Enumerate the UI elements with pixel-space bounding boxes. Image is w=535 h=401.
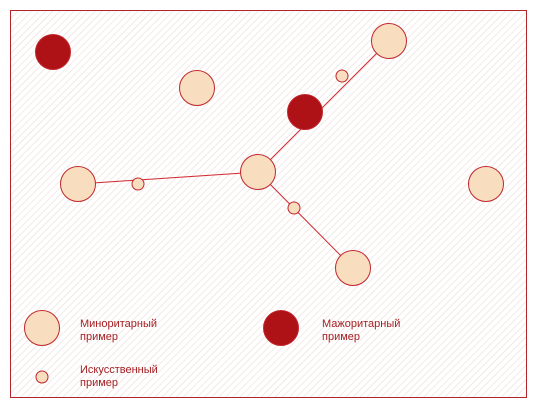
synthetic-sample-3 (287, 201, 301, 215)
minority-sample-bottom (335, 250, 371, 286)
legend: Миноритарный пример Мажоритарный пример … (24, 310, 400, 389)
line-center-to-top-right (257, 40, 390, 173)
legend-minority-icon (24, 310, 60, 346)
legend-minority: Миноритарный пример (24, 310, 157, 346)
line-center-to-bottom (257, 171, 354, 269)
minority-samples (60, 23, 504, 286)
legend-majority: Мажоритарный пример (263, 310, 400, 346)
synthetic-sample-1 (335, 69, 349, 83)
legend-minority-label-line2: пример (80, 331, 118, 343)
minority-sample-center (240, 154, 276, 190)
majority-sample-center (287, 94, 323, 130)
minority-sample-top-right (371, 23, 407, 59)
legend-synthetic-label-line1: Искусственный (80, 364, 158, 376)
line-center-to-left (77, 171, 259, 185)
synthetic-samples (131, 69, 349, 215)
majority-sample-top-left (35, 34, 71, 70)
legend-synthetic-icon (35, 370, 49, 384)
minority-sample-upper-left (179, 70, 215, 106)
legend-minority-label-line1: Миноритарный (80, 318, 157, 330)
legend-majority-icon (263, 310, 299, 346)
minority-sample-right (468, 166, 504, 202)
legend-synthetic-label-line2: пример (80, 377, 118, 389)
majority-samples (35, 34, 323, 130)
synthetic-sample-2 (131, 177, 145, 191)
minority-sample-left (60, 166, 96, 202)
legend-synthetic: Искусственный пример (35, 364, 158, 389)
legend-majority-label-line1: Мажоритарный (322, 318, 400, 330)
legend-majority-label-line2: пример (322, 331, 360, 343)
interpolation-lines (77, 40, 390, 269)
